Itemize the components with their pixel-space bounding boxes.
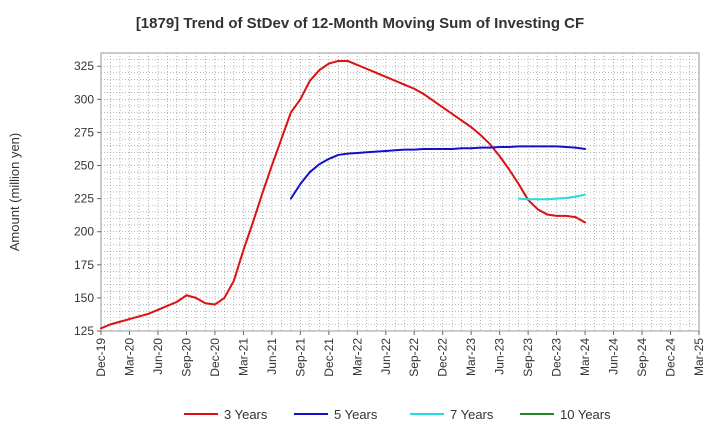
x-tick-label: Sep-23 xyxy=(521,338,535,377)
y-tick-label: 175 xyxy=(74,258,94,272)
x-tick-label: Jun-24 xyxy=(607,338,621,375)
x-tick-label: Mar-20 xyxy=(122,338,136,376)
y-tick-label: 125 xyxy=(74,324,94,338)
series-lines xyxy=(100,59,587,330)
x-tick-label: Dec-22 xyxy=(436,338,450,377)
x-tick-label: Sep-22 xyxy=(407,338,421,377)
y-tick-label: 275 xyxy=(74,125,94,139)
x-tick-label: Jun-22 xyxy=(379,338,393,375)
legend-label-5-years: 5 Years xyxy=(334,407,378,422)
x-tick-label: Mar-22 xyxy=(350,338,364,376)
y-axis-ticks: 125 150 175 200 225 250 275 300 325 xyxy=(74,59,101,338)
legend-label-3-years: 3 Years xyxy=(224,407,268,422)
legend: 3 Years 5 Years 7 Years 10 Years xyxy=(184,407,611,422)
plot-area xyxy=(100,52,700,332)
series-line-5-years xyxy=(289,145,587,200)
x-tick-label: Dec-24 xyxy=(664,338,678,377)
x-tick-label: Jun-20 xyxy=(151,338,165,375)
x-tick-label: Jun-21 xyxy=(265,338,279,375)
y-tick-label: 325 xyxy=(74,59,94,73)
x-tick-label: Mar-24 xyxy=(578,338,592,376)
x-tick-label: Sep-21 xyxy=(293,338,307,377)
y-tick-label: 250 xyxy=(74,159,94,173)
legend-label-10-years: 10 Years xyxy=(560,407,611,422)
y-tick-label: 225 xyxy=(74,192,94,206)
y-axis-label: Amount (million yen) xyxy=(7,133,22,252)
y-tick-label: 300 xyxy=(74,92,94,106)
x-tick-label: Sep-20 xyxy=(179,338,193,377)
x-tick-label: Mar-23 xyxy=(464,338,478,376)
x-tick-label: Dec-21 xyxy=(322,338,336,377)
x-tick-label: Mar-21 xyxy=(236,338,250,376)
y-tick-label: 200 xyxy=(74,225,94,239)
x-tick-label: Jun-23 xyxy=(493,338,507,375)
series-line-3-years xyxy=(100,59,587,330)
x-tick-label: Dec-19 xyxy=(94,338,108,377)
x-tick-label: Sep-24 xyxy=(635,338,649,377)
chart-title: [1879] Trend of StDev of 12-Month Moving… xyxy=(136,15,584,32)
y-tick-label: 150 xyxy=(74,291,94,305)
legend-label-7-years: 7 Years xyxy=(450,407,494,422)
x-tick-label: Mar-25 xyxy=(692,338,706,376)
x-tick-label: Dec-20 xyxy=(208,338,222,377)
x-axis-ticks: Dec-19 Mar-20 Jun-20 Sep-20 Dec-20 Mar-21 Jun-… xyxy=(94,331,706,377)
series-line-7-years xyxy=(517,193,587,201)
grid-lines xyxy=(101,53,699,331)
x-tick-label: Dec-23 xyxy=(550,338,564,377)
